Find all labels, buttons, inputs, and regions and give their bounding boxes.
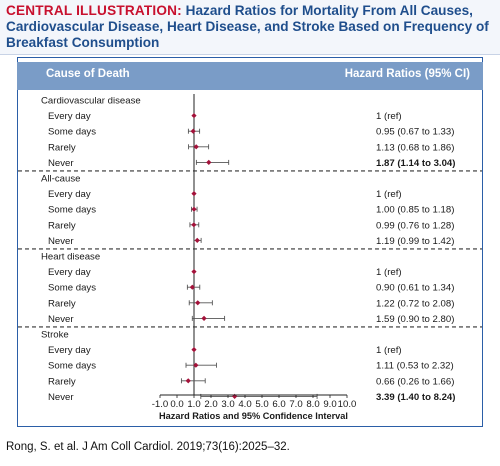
hr-point	[191, 113, 197, 119]
banner-heading: CENTRAL ILLUSTRATION: Hazard Ratios for …	[6, 3, 494, 51]
hr-point	[193, 144, 199, 150]
hazard-ratio-value: 0.90 (0.61 to 1.34)	[376, 283, 454, 294]
hazard-ratio-value: 1.11 (0.53 to 2.32)	[376, 361, 454, 372]
row-label: Rarely	[48, 376, 76, 387]
row-label: Rarely	[48, 220, 76, 231]
hazard-ratio-value: 1.00 (0.85 to 1.18)	[376, 205, 454, 216]
hazard-ratio-value: 1.59 (0.90 to 2.80)	[376, 314, 454, 325]
hazard-ratio-value: 1.87 (1.14 to 3.04)	[376, 158, 455, 169]
banner-title: Hazard Ratios for Mortality From All Cau…	[6, 3, 489, 50]
x-tick-label: 0.0	[170, 399, 183, 410]
row-label: Some days	[48, 361, 96, 372]
table-header: Cause of Death Hazard Ratios (95% CI)	[17, 62, 483, 90]
hazard-ratio-value: 1.13 (0.68 to 1.86)	[376, 142, 454, 153]
x-tick-label: 2.0	[204, 399, 217, 410]
hr-point	[195, 300, 201, 306]
hazard-ratio-value: 1 (ref)	[376, 345, 402, 356]
x-tick-label: 5.0	[255, 399, 268, 410]
row-label: Every day	[48, 267, 91, 278]
hazard-ratio-value: 0.99 (0.76 to 1.28)	[376, 220, 454, 231]
hazard-ratio-value: 1 (ref)	[376, 267, 402, 278]
row-label: Some days	[48, 283, 96, 294]
x-tick-label: 9.0	[323, 399, 336, 410]
hr-point	[201, 315, 207, 321]
row-label: Every day	[48, 345, 91, 356]
banner-label: CENTRAL ILLUSTRATION:	[6, 3, 182, 18]
row-label: Every day	[48, 189, 91, 200]
hr-point	[193, 362, 199, 368]
x-tick-label: -1.0	[152, 399, 169, 410]
x-tick-label: 7.0	[289, 399, 302, 410]
group-label: Stroke	[41, 330, 69, 341]
hazard-ratio-value: 0.66 (0.26 to 1.66)	[376, 376, 454, 387]
hazard-ratio-value: 0.95 (0.67 to 1.33)	[376, 127, 454, 138]
hazard-ratio-value: 1 (ref)	[376, 111, 402, 122]
header-hazard-ratios: Hazard Ratios (95% CI)	[344, 68, 470, 80]
group-label: All-cause	[41, 174, 80, 185]
hr-point	[189, 284, 195, 290]
citation: Rong, S. et al. J Am Coll Cardiol. 2019;…	[6, 441, 290, 453]
row-label: Never	[48, 158, 74, 169]
hr-point	[190, 128, 196, 134]
x-tick-label: 3.0	[221, 399, 234, 410]
row-label: Never	[48, 392, 74, 403]
forest-plot-panel	[17, 57, 483, 427]
x-tick-label: 10.0	[338, 399, 357, 410]
x-tick-label: 4.0	[238, 399, 251, 410]
hr-point	[185, 378, 191, 384]
row-label: Some days	[48, 127, 96, 138]
illustration-banner: CENTRAL ILLUSTRATION: Hazard Ratios for …	[0, 0, 500, 55]
hr-point	[191, 347, 197, 353]
row-label: Every day	[48, 111, 91, 122]
x-tick-label: 1.0	[187, 399, 200, 410]
hazard-ratio-value: 1.22 (0.72 to 2.08)	[376, 298, 454, 309]
hr-point	[191, 191, 197, 197]
group-label: Cardiovascular disease	[41, 96, 141, 107]
row-label: Rarely	[48, 142, 76, 153]
hazard-ratio-value: 1 (ref)	[376, 189, 402, 200]
hr-point	[206, 159, 212, 165]
header-cause-of-death: Cause of Death	[46, 68, 130, 80]
hr-point	[191, 206, 197, 212]
row-label: Never	[48, 236, 74, 247]
group-label: Heart disease	[41, 252, 100, 263]
x-tick-label: 6.0	[272, 399, 285, 410]
hr-point	[194, 237, 200, 243]
row-label: Some days	[48, 205, 96, 216]
row-label: Never	[48, 314, 74, 325]
hr-point	[191, 222, 197, 228]
hazard-ratio-value: 3.39 (1.40 to 8.24)	[376, 392, 455, 403]
x-axis-title: Hazard Ratios and 95% Confidence Interva…	[159, 411, 348, 421]
hr-point	[232, 393, 238, 399]
x-tick-label: 8.0	[306, 399, 319, 410]
row-label: Rarely	[48, 298, 76, 309]
hr-point	[191, 269, 197, 275]
hazard-ratio-value: 1.19 (0.99 to 1.42)	[376, 236, 454, 247]
